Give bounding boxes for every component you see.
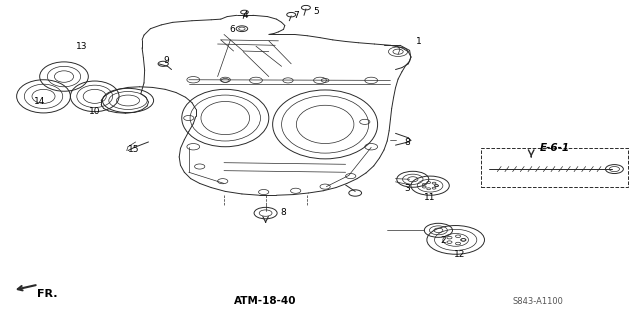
Text: 6: 6	[230, 25, 236, 34]
Text: 2: 2	[440, 236, 446, 245]
Text: S843-A1100: S843-A1100	[512, 297, 563, 306]
Text: 11: 11	[424, 193, 436, 202]
Text: FR.: FR.	[37, 289, 58, 299]
Text: 7: 7	[293, 11, 299, 20]
Text: 4: 4	[243, 11, 248, 20]
Text: 8: 8	[280, 208, 286, 217]
Text: 12: 12	[454, 250, 465, 259]
Text: ATM-18-40: ATM-18-40	[234, 296, 297, 307]
Text: 15: 15	[128, 145, 140, 154]
Text: 9: 9	[163, 56, 169, 65]
Text: 14: 14	[34, 97, 45, 106]
Text: 3: 3	[404, 184, 410, 193]
Text: 8: 8	[404, 138, 410, 147]
Text: E-6-1: E-6-1	[540, 143, 570, 153]
Text: 1: 1	[416, 37, 422, 46]
Text: 13: 13	[76, 42, 88, 51]
Text: 10: 10	[89, 107, 100, 116]
Text: 5: 5	[314, 7, 319, 16]
